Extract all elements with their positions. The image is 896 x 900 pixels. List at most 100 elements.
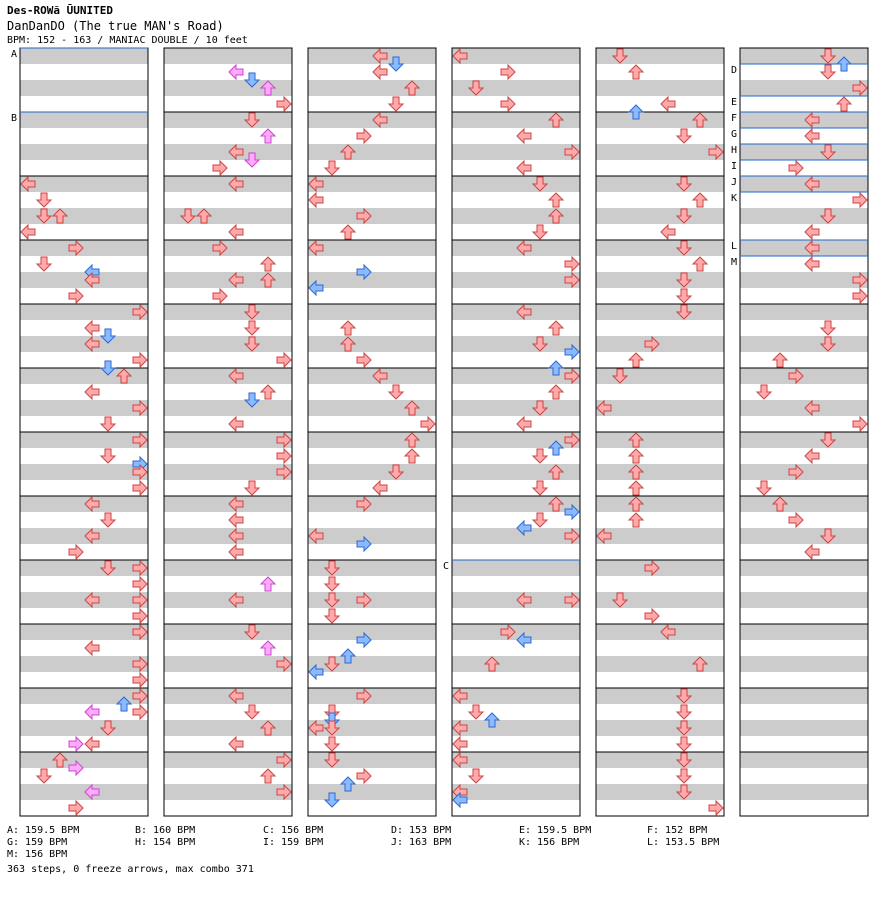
beat-stripe: [740, 336, 868, 352]
bpm-legend-h: H: 154 BPM: [135, 837, 196, 848]
arrow-down-icon: [611, 592, 629, 608]
arrow-right-icon: [356, 351, 372, 369]
chart-column-4: [451, 47, 581, 817]
arrow-up-icon: [403, 80, 421, 96]
beat-stripe: [452, 192, 580, 208]
beat-stripe: [452, 544, 580, 560]
beat-stripe: [596, 752, 724, 768]
beat-stripe: [308, 288, 436, 304]
arrow-up-icon: [259, 128, 277, 144]
beat-stripe: [20, 576, 148, 592]
beat-stripe: [452, 480, 580, 496]
beat-stripe: [164, 672, 292, 688]
arrow-up-icon: [259, 272, 277, 288]
beat-stripe: [164, 528, 292, 544]
beat-stripe: [452, 672, 580, 688]
arrow-left-icon: [804, 239, 820, 257]
beat-stripe: [596, 320, 724, 336]
beat-stripe: [596, 560, 724, 576]
arrow-right-icon: [852, 271, 868, 289]
arrow-down-icon: [35, 768, 53, 784]
beat-stripe: [164, 496, 292, 512]
beat-stripe: [452, 704, 580, 720]
beat-stripe: [740, 112, 868, 128]
beat-stripe: [308, 608, 436, 624]
beat-stripe: [308, 384, 436, 400]
arrow-down-icon: [35, 192, 53, 208]
beat-stripe: [20, 192, 148, 208]
beat-stripe: [596, 656, 724, 672]
beat-stripe: [596, 544, 724, 560]
arrow-right-icon: [132, 671, 148, 689]
arrow-left-icon: [228, 143, 244, 161]
arrow-right-icon: [276, 463, 292, 481]
arrow-left-icon: [452, 791, 468, 809]
beat-stripe: [308, 768, 436, 784]
arrow-down-icon: [675, 784, 693, 800]
arrow-right-icon: [788, 367, 804, 385]
beat-stripe: [452, 752, 580, 768]
arrow-left-icon: [660, 95, 676, 113]
beat-stripe: [452, 528, 580, 544]
beat-stripe: [740, 208, 868, 224]
beat-stripe: [20, 784, 148, 800]
arrow-up-icon: [771, 352, 789, 368]
beat-stripe: [740, 768, 868, 784]
arrow-up-icon: [339, 144, 357, 160]
arrow-up-icon: [115, 696, 133, 712]
bpm-legend-g: G: 159 BPM: [7, 837, 68, 848]
arrow-left-icon: [84, 783, 100, 801]
arrow-down-icon: [675, 688, 693, 704]
arrow-up-icon: [483, 656, 501, 672]
arrow-right-icon: [132, 607, 148, 625]
arrow-down-icon: [467, 768, 485, 784]
beat-stripe: [164, 80, 292, 96]
arrow-right-icon: [68, 735, 84, 753]
arrow-up-icon: [259, 640, 277, 656]
beat-stripe: [596, 352, 724, 368]
beat-stripe: [308, 688, 436, 704]
arrow-down-icon: [243, 72, 261, 88]
beat-stripe: [740, 384, 868, 400]
arrow-right-icon: [564, 343, 580, 361]
arrow-right-icon: [644, 607, 660, 625]
beat-stripe: [164, 144, 292, 160]
arrow-down-icon: [675, 272, 693, 288]
arrow-down-icon: [35, 208, 53, 224]
arrow-left-icon: [20, 223, 36, 241]
arrow-down-icon: [99, 512, 117, 528]
beat-stripe: [740, 304, 868, 320]
beat-stripe: [308, 512, 436, 528]
beat-stripe: [740, 720, 868, 736]
arrow-right-icon: [500, 63, 516, 81]
beat-stripe: [20, 384, 148, 400]
beat-stripe: [740, 224, 868, 240]
beat-stripe: [596, 448, 724, 464]
arrow-down-icon: [99, 448, 117, 464]
beat-stripe: [308, 704, 436, 720]
arrow-down-icon: [531, 176, 549, 192]
beat-stripe: [740, 640, 868, 656]
beat-stripe: [740, 160, 868, 176]
beat-stripe: [308, 736, 436, 752]
arrow-down-icon: [675, 752, 693, 768]
beat-stripe: [164, 480, 292, 496]
beat-stripe: [20, 560, 148, 576]
beat-stripe: [740, 752, 868, 768]
arrow-right-icon: [356, 591, 372, 609]
beat-stripe: [308, 416, 436, 432]
beat-stripe: [308, 80, 436, 96]
arrow-down-icon: [611, 368, 629, 384]
arrow-down-icon: [387, 464, 405, 480]
beat-stripe: [740, 688, 868, 704]
beat-stripe: [452, 592, 580, 608]
beat-stripe: [740, 544, 868, 560]
beat-stripe: [740, 144, 868, 160]
arrow-right-icon: [132, 559, 148, 577]
arrow-right-icon: [212, 159, 228, 177]
beat-stripe: [596, 640, 724, 656]
beat-stripe: [452, 656, 580, 672]
beat-stripe: [596, 192, 724, 208]
arrow-down-icon: [179, 208, 197, 224]
arrow-right-icon: [500, 623, 516, 641]
